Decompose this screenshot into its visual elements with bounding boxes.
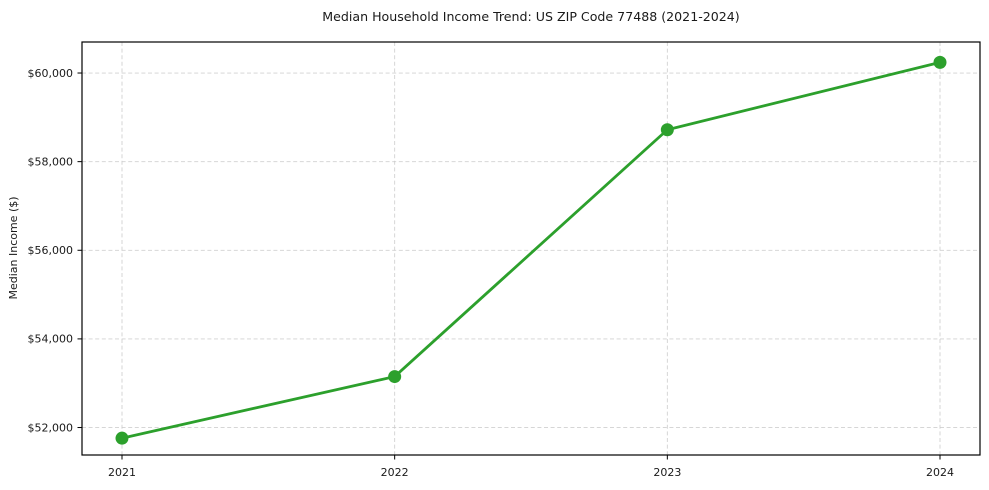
- x-tick-label: 2024: [926, 466, 954, 479]
- data-point-2021: [115, 431, 129, 445]
- x-tick-label: 2022: [381, 466, 409, 479]
- x-tick-label: 2023: [653, 466, 681, 479]
- trend-line: [120, 60, 942, 440]
- y-tick-label: $54,000: [28, 333, 74, 346]
- y-tick-label: $60,000: [28, 67, 74, 80]
- gridlines: [82, 42, 980, 455]
- x-tick-label: 2021: [108, 466, 136, 479]
- data-point-2023: [660, 123, 674, 137]
- plot-border: [81, 41, 981, 456]
- axis-ticks: $52,000 $54,000 $56,000 $58,000 $60,000 2021 2…: [28, 67, 955, 479]
- y-axis-label: Median Income ($): [7, 196, 20, 299]
- data-point-2024: [933, 55, 947, 69]
- data-point-2022: [388, 370, 402, 384]
- y-tick-label: $58,000: [28, 155, 74, 168]
- y-tick-label: $52,000: [28, 421, 74, 434]
- chart-title: Median Household Income Trend: US ZIP Co…: [322, 9, 739, 24]
- data-series: [115, 55, 947, 445]
- y-tick-label: $56,000: [28, 244, 74, 257]
